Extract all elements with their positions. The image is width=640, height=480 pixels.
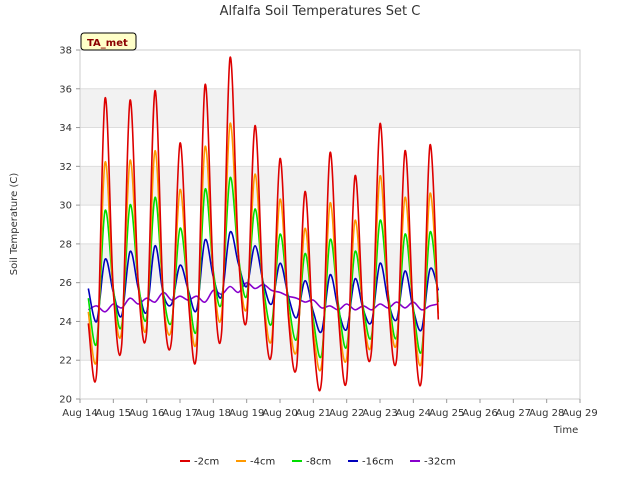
series-line-4cm	[87, 122, 440, 372]
legend-label: -2cm	[194, 457, 219, 468]
x-tick-label: Aug 15	[96, 408, 131, 419]
legend-item: -4cm	[236, 457, 275, 468]
legend-label: -16cm	[362, 457, 394, 468]
legend-item: -32cm	[410, 457, 456, 468]
x-tick-label: Aug 28	[529, 408, 564, 419]
x-tick-label: Aug 27	[496, 408, 531, 419]
x-tick-label: Aug 26	[462, 408, 497, 419]
series-layer	[87, 56, 440, 392]
legend-item: -8cm	[292, 457, 331, 468]
chart-title: Alfalfa Soil Temperatures Set C	[220, 4, 421, 19]
legend-label: -32cm	[424, 457, 456, 468]
y-tick-label: 36	[59, 84, 72, 95]
y-axis-title: Soil Temperature (C)	[9, 173, 20, 276]
background-band	[80, 360, 580, 399]
y-tick-label: 30	[59, 201, 72, 212]
x-axis-title: Time	[553, 425, 578, 436]
y-tick-label: 34	[59, 123, 72, 134]
site-tag-label: TA_met	[87, 38, 128, 49]
x-tick-label: Aug 21	[296, 408, 331, 419]
background-band	[80, 50, 580, 89]
x-tick-label: Aug 19	[229, 408, 264, 419]
y-tick-label: 24	[59, 317, 72, 328]
site-tag-box	[80, 32, 137, 51]
legend: -2cm -4cm -8cm -16cm -32cm	[180, 457, 456, 468]
legend-label: -8cm	[306, 457, 331, 468]
legend-item: -2cm	[180, 457, 219, 468]
legend-label: -4cm	[250, 457, 275, 468]
background-band	[80, 205, 580, 244]
y-tick-label: 32	[59, 162, 72, 173]
x-tick-label: Aug 29	[562, 408, 597, 419]
x-tick-label: Aug 16	[129, 408, 164, 419]
x-tick-label: Aug 25	[429, 408, 464, 419]
background-bands	[80, 50, 580, 399]
x-tick-label: Aug 18	[196, 408, 231, 419]
plot-frame	[79, 49, 581, 400]
y-tick-label: 22	[59, 356, 72, 367]
site-tag: TA_met	[80, 32, 137, 51]
x-tick-label: Aug 24	[396, 408, 431, 419]
x-tick-label: Aug 17	[162, 408, 197, 419]
y-tick-label: 38	[59, 46, 72, 57]
y-tick-label: 28	[59, 239, 72, 250]
y-tick-label: 20	[59, 395, 72, 406]
x-tick-label: Aug 14	[62, 408, 97, 419]
background-band	[80, 88, 580, 128]
series-line-2cm	[87, 56, 440, 392]
x-tick-label: Aug 23	[362, 408, 397, 419]
legend-item: -16cm	[348, 457, 394, 468]
background-band	[80, 321, 580, 361]
y-tick-label: 26	[59, 278, 72, 289]
y-axis-ticks: 20 22 24 26 28 30 32 34 36 38	[59, 46, 80, 406]
series-line-8cm	[87, 176, 440, 359]
x-tick-label: Aug 20	[262, 408, 297, 419]
x-tick-label: Aug 22	[329, 408, 364, 419]
background-band	[80, 166, 580, 206]
